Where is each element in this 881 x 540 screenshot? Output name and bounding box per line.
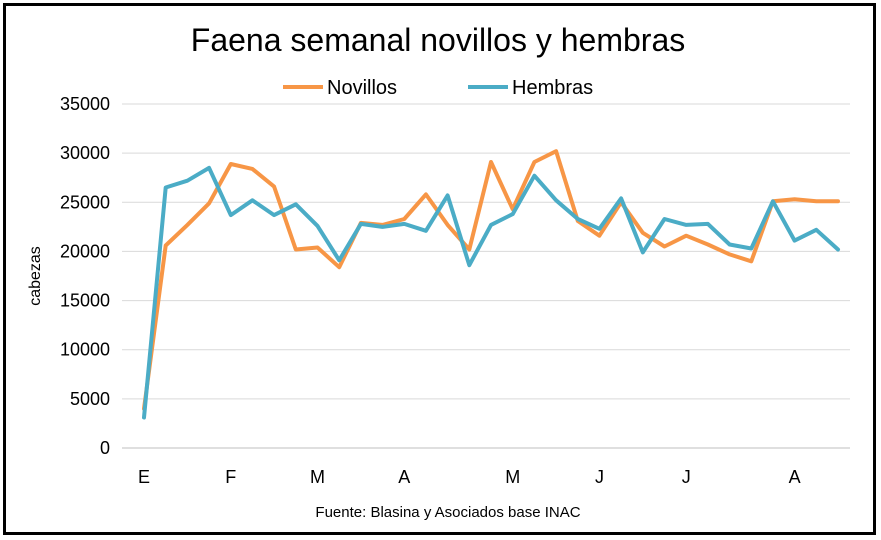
y-tick-label: 10000 xyxy=(60,340,110,360)
y-axis-ticks: 0 5000 10000 15000 20000 25000 30000 35000 xyxy=(60,94,110,458)
x-tick-label: M xyxy=(310,467,325,487)
y-tick-label: 35000 xyxy=(60,94,110,114)
chart-title: Faena semanal novillos y hembras xyxy=(190,22,686,58)
y-tick-label: 5000 xyxy=(70,389,110,409)
y-tick-label: 20000 xyxy=(60,241,110,261)
legend: Novillos Hembras xyxy=(283,77,593,99)
y-axis-label: cabezas xyxy=(27,246,44,306)
x-tick-label: A xyxy=(398,467,410,487)
x-tick-label: M xyxy=(505,467,520,487)
series-line-novillos xyxy=(142,149,840,411)
x-tick-label: J xyxy=(682,467,691,487)
series-lines xyxy=(142,149,840,420)
y-tick-label: 15000 xyxy=(60,291,110,311)
y-tick-label: 0 xyxy=(100,438,110,458)
y-tick-label: 30000 xyxy=(60,143,110,163)
gridlines xyxy=(122,103,850,449)
legend-label-novillos: Novillos xyxy=(327,77,397,99)
x-tick-label: F xyxy=(225,467,236,487)
x-tick-label: A xyxy=(789,467,801,487)
x-tick-label: J xyxy=(595,467,604,487)
source-note: Fuente: Blasina y Asociados base INAC xyxy=(315,504,581,521)
legend-label-hembras: Hembras xyxy=(512,77,593,99)
y-tick-label: 25000 xyxy=(60,192,110,212)
chart-frame xyxy=(3,3,876,535)
x-tick-label: E xyxy=(138,467,150,487)
series-line-hembras xyxy=(142,165,840,420)
